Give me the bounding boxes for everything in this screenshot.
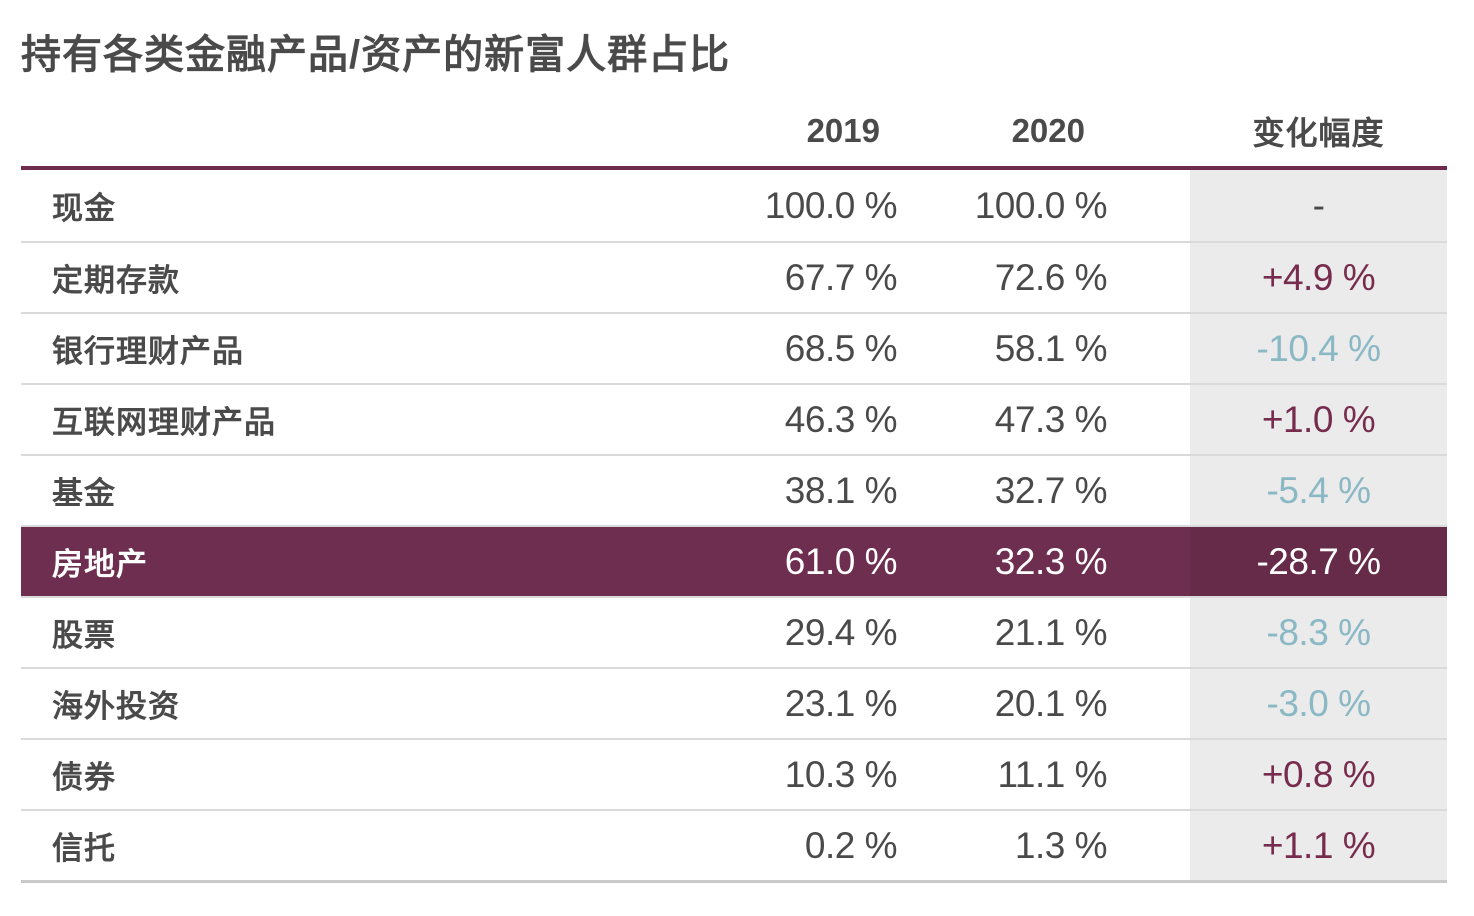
value-change: -5.4 %: [1190, 456, 1447, 525]
value-2020: 72.6 %: [994, 256, 1108, 298]
value-2019: 61.0 %: [784, 540, 898, 582]
row-label: 定期存款: [52, 263, 180, 298]
row-label: 基金: [52, 476, 116, 511]
table-header-row: 2019 2020 变化幅度: [21, 96, 1447, 170]
value-2019: 68.5 %: [784, 327, 898, 369]
cell-spacer: [1107, 740, 1190, 809]
table-row: 互联网理财产品 46.3 % 47.3 % +1.0 %: [21, 383, 1447, 454]
table-row: 银行理财产品 68.5 % 58.1 % -10.4 %: [21, 312, 1447, 383]
table-row: 信托 0.2 % 1.3 % +1.1 %: [21, 809, 1447, 880]
table-row: 现金 100.0 % 100.0 % -: [21, 170, 1447, 241]
value-2019: 10.3 %: [784, 753, 898, 795]
table-row: 海外投资 23.1 % 20.1 % -3.0 %: [21, 667, 1447, 738]
value-2020: 100.0 %: [974, 184, 1108, 226]
cell-spacer: [1107, 669, 1190, 738]
row-label: 银行理财产品: [52, 334, 244, 369]
value-2020: 32.3 %: [994, 540, 1108, 582]
row-label: 信托: [52, 831, 116, 866]
value-2019: 38.1 %: [784, 469, 898, 511]
value-change: -28.7 %: [1190, 527, 1447, 596]
page-title: 持有各类金融产品/资产的新富人群占比: [21, 33, 731, 77]
cell-spacer: [1107, 811, 1190, 880]
table-row: 股票 29.4 % 21.1 % -8.3 %: [21, 596, 1447, 667]
cell-spacer: [1107, 527, 1190, 596]
cell-spacer: [1107, 385, 1190, 454]
value-2020: 21.1 %: [994, 611, 1108, 653]
value-2020: 1.3 %: [1014, 824, 1108, 866]
value-2020: 11.1 %: [997, 753, 1108, 795]
value-2020: 32.7 %: [994, 469, 1108, 511]
table-row: 基金 38.1 % 32.7 % -5.4 %: [21, 454, 1447, 525]
row-label: 房地产: [52, 547, 148, 582]
table-row: 房地产 61.0 % 32.3 % -28.7 %: [21, 525, 1447, 596]
table-row: 定期存款 67.7 % 72.6 % +4.9 %: [21, 241, 1447, 312]
row-label: 海外投资: [52, 689, 180, 724]
table-body: 现金 100.0 % 100.0 % - 定期存款 67.7 % 72.6 % …: [21, 170, 1447, 883]
cell-spacer: [1107, 243, 1190, 312]
value-2020: 20.1 %: [994, 682, 1108, 724]
value-change: -8.3 %: [1190, 598, 1447, 667]
table-row: 债券 10.3 % 11.1 % +0.8 %: [21, 738, 1447, 809]
row-label: 债券: [52, 760, 116, 795]
column-header-2020: 2020: [1011, 112, 1085, 149]
cell-spacer: [1107, 598, 1190, 667]
value-2020: 58.1 %: [994, 327, 1108, 369]
value-change: +1.1 %: [1190, 811, 1447, 880]
value-change: -: [1190, 170, 1447, 241]
cell-spacer: [1107, 170, 1190, 241]
row-label: 互联网理财产品: [52, 405, 276, 440]
cell-spacer: [1107, 456, 1190, 525]
value-2019: 0.2 %: [804, 824, 898, 866]
value-change: +4.9 %: [1190, 243, 1447, 312]
value-2019: 23.1 %: [784, 682, 898, 724]
cell-spacer: [1107, 314, 1190, 383]
value-2020: 47.3 %: [994, 398, 1108, 440]
value-change: +1.0 %: [1190, 385, 1447, 454]
row-label: 现金: [52, 191, 116, 226]
row-label: 股票: [52, 618, 116, 653]
value-change: +0.8 %: [1190, 740, 1447, 809]
column-header-change: 变化幅度: [1252, 115, 1385, 151]
assets-holding-table: 2019 2020 变化幅度 现金 100.0 % 100.0 % - 定期存款…: [21, 96, 1447, 883]
value-change: -3.0 %: [1190, 669, 1447, 738]
value-2019: 29.4 %: [784, 611, 898, 653]
column-header-2019: 2019: [806, 112, 880, 149]
value-2019: 100.0 %: [764, 184, 898, 226]
value-change: -10.4 %: [1190, 314, 1447, 383]
value-2019: 46.3 %: [784, 398, 898, 440]
value-2019: 67.7 %: [784, 256, 898, 298]
